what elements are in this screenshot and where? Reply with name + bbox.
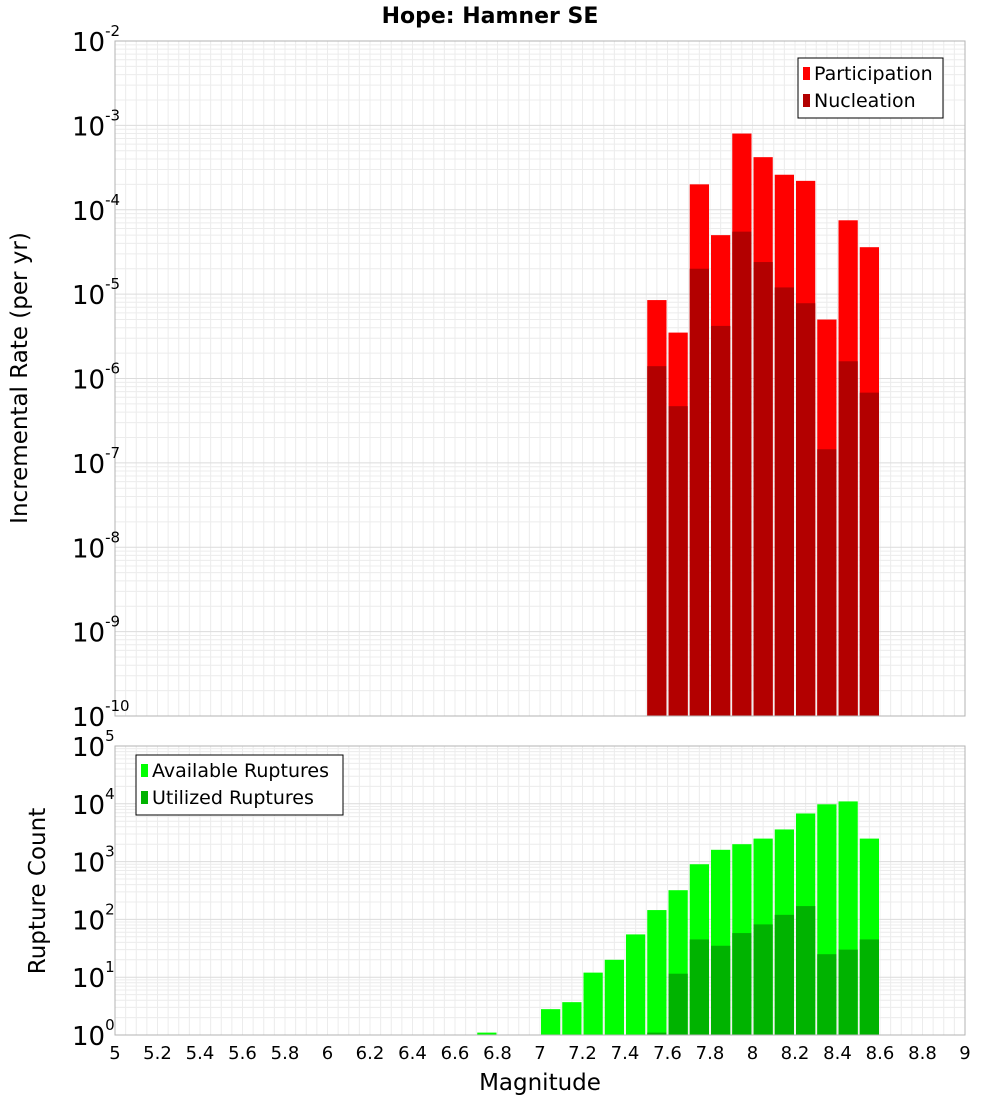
top-y-axis-label: Incremental Rate (per yr) (7, 232, 33, 524)
nucleation-bar (838, 361, 858, 716)
y-tick-label: 102 (72, 900, 115, 936)
x-tick-label: 5 (109, 1043, 120, 1064)
nucleation-bar (817, 449, 837, 716)
y-tick-label: 10-2 (72, 22, 120, 58)
incremental-rate-panel: 10-10 10-9 10-8 10-7 10-6 10-5 10-4 10-3 10-2 Par… (72, 22, 966, 733)
nucleation-bar (711, 325, 731, 716)
x-axis-label: Magnitude (479, 1070, 601, 1096)
utilized-ruptures-bar (668, 973, 688, 1035)
y-tick-label: 103 (72, 843, 115, 879)
nucleation-bar (732, 231, 752, 716)
x-tick-label: 6.8 (483, 1043, 512, 1064)
utilized-ruptures-bar (817, 954, 837, 1035)
x-ticks: 5 5.2 5.4 5.6 5.8 6 6.2 6.4 6.6 6.8 7 7.2 7.4 7.6 7.8 8… (109, 1043, 970, 1064)
y-tick-label: 10-3 (72, 106, 120, 142)
utilized-ruptures-bar (859, 939, 879, 1035)
bottom-y-axis-label: Rupture Count (25, 808, 51, 974)
nucleation-bar (774, 287, 794, 716)
legend-label: Participation (814, 63, 933, 85)
x-tick-label: 8 (747, 1043, 758, 1064)
x-tick-label: 5.8 (271, 1043, 300, 1064)
utilized-ruptures-bar (838, 949, 858, 1035)
nucleation-bar (859, 392, 879, 716)
x-tick-label: 7.4 (611, 1043, 640, 1064)
nucleation-bar (753, 262, 773, 716)
y-tick-label: 10-9 (72, 613, 120, 649)
y-tick-label: 105 (72, 727, 115, 763)
y-tick-label: 100 (72, 1016, 115, 1052)
nucleation-bar (796, 303, 816, 716)
utilized-ruptures-bar (732, 933, 752, 1035)
bottom-bars (477, 801, 879, 1035)
y-tick-label: 104 (72, 785, 115, 821)
x-tick-label: 8.2 (781, 1043, 810, 1064)
legend-swatch (141, 791, 148, 804)
y-tick-label: 10-5 (72, 275, 120, 311)
top-bars (647, 133, 879, 717)
utilized-ruptures-bar (774, 914, 794, 1035)
nucleation-bar (668, 406, 688, 716)
top-gridlines (114, 41, 966, 717)
available-ruptures-bar (477, 1032, 497, 1035)
y-tick-label: 101 (72, 958, 115, 994)
top-legend: Participation Nucleation (797, 57, 944, 119)
x-tick-label: 7 (534, 1043, 545, 1064)
legend-label: Available Ruptures (152, 760, 329, 782)
available-ruptures-bar (541, 1009, 561, 1035)
top-plot-border (114, 40, 966, 717)
utilized-ruptures-bar (689, 939, 709, 1035)
legend-box (797, 57, 944, 119)
x-tick-label: 8.4 (823, 1043, 852, 1064)
nucleation-bar (689, 268, 709, 716)
legend-label: Utilized Ruptures (152, 787, 314, 809)
chart-title: Hope: Hamner SE (382, 4, 599, 29)
x-tick-label: 8.6 (866, 1043, 895, 1064)
y-tick-label: 10-6 (72, 360, 120, 396)
bottom-plot-border (114, 745, 966, 1036)
y-tick-label: 10-7 (72, 444, 120, 480)
utilized-ruptures-bar (796, 906, 816, 1035)
available-ruptures-bar (562, 1002, 582, 1035)
top-y-ticks: 10-10 10-9 10-8 10-7 10-6 10-5 10-4 10-3 10-2 (72, 22, 130, 733)
y-tick-label: 10-4 (72, 191, 120, 227)
utilized-ruptures-bar (753, 924, 773, 1035)
x-tick-label: 6.6 (441, 1043, 470, 1064)
utilized-ruptures-bar (647, 1032, 667, 1035)
x-tick-label: 6.2 (356, 1043, 385, 1064)
x-tick-label: 5.2 (143, 1043, 172, 1064)
x-tick-label: 6.4 (398, 1043, 427, 1064)
y-tick-label: 10-10 (72, 697, 130, 733)
rupture-count-panel: 100 101 102 103 104 105 5 5.2 5.4 5.6 5.8 6 6.2 6.4 6.… (72, 727, 971, 1064)
x-tick-label: 6 (322, 1043, 333, 1064)
available-ruptures-bar (604, 959, 624, 1035)
legend-swatch (803, 94, 810, 107)
x-tick-label: 9 (959, 1043, 970, 1064)
available-ruptures-bar (647, 910, 667, 1035)
nucleation-bar (647, 366, 667, 716)
x-tick-label: 7.6 (653, 1043, 682, 1064)
y-tick-label: 10-8 (72, 528, 120, 564)
bottom-legend: Available Ruptures Utilized Ruptures (135, 754, 344, 816)
available-ruptures-bar (626, 934, 646, 1035)
bottom-y-ticks: 100 101 102 103 104 105 (72, 727, 115, 1052)
x-tick-label: 8.8 (908, 1043, 937, 1064)
x-tick-label: 5.6 (228, 1043, 257, 1064)
x-tick-label: 7.8 (696, 1043, 725, 1064)
x-tick-label: 7.2 (568, 1043, 597, 1064)
utilized-ruptures-bar (711, 945, 731, 1035)
legend-swatch (141, 764, 148, 777)
x-tick-label: 5.4 (186, 1043, 215, 1064)
legend-swatch (803, 67, 810, 80)
legend-label: Nucleation (814, 90, 916, 112)
available-ruptures-bar (583, 972, 603, 1035)
legend-box (135, 754, 344, 816)
